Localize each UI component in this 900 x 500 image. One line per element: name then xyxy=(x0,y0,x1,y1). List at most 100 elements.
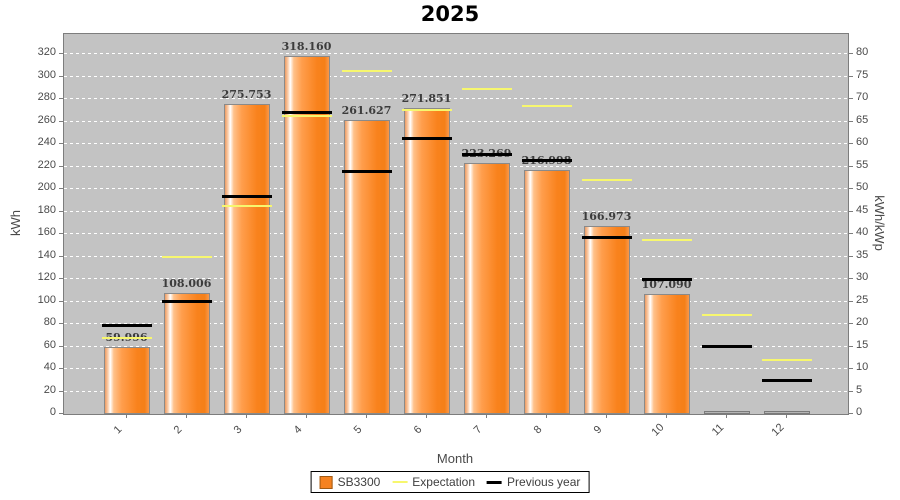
gridline xyxy=(64,233,848,235)
x-axis-tick-mark xyxy=(545,414,547,418)
x-axis-tick-label: 2 xyxy=(171,423,184,437)
left-axis-tick-mark xyxy=(59,165,63,167)
gridline xyxy=(64,53,848,55)
expectation-line xyxy=(641,238,692,241)
bar-month-10 xyxy=(643,294,690,414)
left-axis-tick-mark xyxy=(59,120,63,122)
gridline xyxy=(64,345,848,347)
bar-value-label: 108.006 xyxy=(161,276,212,290)
left-axis-tick-label: 60 xyxy=(43,338,56,351)
left-axis-tick-label: 180 xyxy=(37,203,56,216)
legend-label: Expectation xyxy=(412,475,476,489)
right-axis-tick-label: 65 xyxy=(856,113,869,126)
x-axis-tick-mark xyxy=(185,414,187,418)
right-axis-tick-label: 10 xyxy=(856,361,869,374)
x-axis-tick-mark xyxy=(485,414,487,418)
gridline xyxy=(64,255,848,257)
left-axis-tick-mark xyxy=(59,255,63,257)
left-axis-tick-mark xyxy=(59,98,63,100)
right-axis-tick-mark xyxy=(849,143,853,145)
left-axis-tick-mark xyxy=(59,300,63,302)
x-axis-tick-label: 7 xyxy=(471,423,484,437)
left-axis-tick-mark xyxy=(59,345,63,347)
bar-month-6 xyxy=(403,108,450,414)
gridline xyxy=(64,278,848,280)
bar-month-4 xyxy=(283,56,330,414)
right-axis-tick-mark xyxy=(849,98,853,100)
plot-area: 59.996 108.006 275.753 318.160 261.627 271.85… xyxy=(63,33,849,415)
left-axis-tick-mark xyxy=(59,233,63,235)
left-axis-tick-label: 320 xyxy=(37,46,56,59)
left-axis-tick-mark xyxy=(59,278,63,280)
gridline xyxy=(64,368,848,370)
right-axis-tick-mark xyxy=(849,278,853,280)
legend-label: Previous year xyxy=(507,475,581,489)
left-axis-tick-label: 300 xyxy=(37,68,56,81)
x-axis-tick-mark xyxy=(305,414,307,418)
expectation-line xyxy=(161,255,212,258)
expectation-line xyxy=(581,179,632,182)
x-axis-tick-mark xyxy=(785,414,787,418)
gridline xyxy=(64,323,848,325)
left-axis-tick-mark xyxy=(59,210,63,212)
expectation-line-swatch-icon xyxy=(392,481,408,483)
x-axis-tick-mark xyxy=(725,414,727,418)
right-axis-tick-label: 50 xyxy=(856,181,869,194)
gridline xyxy=(64,300,848,302)
x-axis-title: Month xyxy=(436,451,474,466)
legend-item-sb3300: SB3300 xyxy=(319,475,381,489)
right-axis-tick-label: 70 xyxy=(856,91,869,104)
x-axis-tick-mark xyxy=(245,414,247,418)
legend-item-previous-year: Previous year xyxy=(487,475,580,489)
x-axis-tick-label: 10 xyxy=(648,421,667,439)
x-axis-tick-mark xyxy=(665,414,667,418)
right-axis-tick-mark xyxy=(849,210,853,212)
left-axis-tick-mark xyxy=(59,53,63,55)
left-axis-tick-mark xyxy=(59,75,63,77)
bar-month-8 xyxy=(523,170,570,414)
left-axis-tick-label: 260 xyxy=(37,113,56,126)
right-axis-tick-mark xyxy=(849,390,853,392)
legend-label: SB3300 xyxy=(337,475,381,489)
right-axis-tick-label: 15 xyxy=(856,338,869,351)
right-axis-tick-label: 60 xyxy=(856,136,869,149)
previous-year-line xyxy=(701,344,752,348)
left-axis-tick-mark xyxy=(59,390,63,392)
gridline xyxy=(64,98,848,100)
previous-year-line xyxy=(521,159,572,163)
right-axis-tick-label: 45 xyxy=(856,203,869,216)
right-axis-tick-mark xyxy=(849,53,853,55)
legend: SB3300 Expectation Previous year xyxy=(310,471,590,493)
bar-value-label: 318.160 xyxy=(281,40,332,54)
previous-year-line xyxy=(581,235,632,239)
right-axis-tick-label: 75 xyxy=(856,68,869,81)
bar-month-12 xyxy=(763,411,810,414)
left-axis-tick-label: 200 xyxy=(37,181,56,194)
x-axis-tick-label: 3 xyxy=(231,423,244,437)
previous-year-line xyxy=(461,153,512,157)
right-axis-tick-label: 40 xyxy=(856,226,869,239)
left-axis-tick-mark xyxy=(59,323,63,325)
x-axis-tick-mark xyxy=(365,414,367,418)
bar-value-label: 166.973 xyxy=(581,210,632,224)
previous-year-line xyxy=(401,136,452,140)
right-axis-tick-mark xyxy=(849,345,853,347)
right-axis-tick-label: 80 xyxy=(856,46,869,59)
right-axis-tick-label: 55 xyxy=(856,158,869,171)
previous-year-line xyxy=(161,299,212,303)
right-axis-tick-mark xyxy=(849,75,853,77)
right-axis-tick-mark xyxy=(849,120,853,122)
x-axis-tick-label: 8 xyxy=(531,423,544,437)
left-axis-tick-label: 280 xyxy=(37,91,56,104)
x-axis-tick-mark xyxy=(125,414,127,418)
previous-year-line xyxy=(281,110,332,114)
bar-value-label: 261.627 xyxy=(341,103,392,117)
gridline xyxy=(64,75,848,77)
gridline xyxy=(64,390,848,392)
previous-year-line-swatch-icon xyxy=(487,480,503,484)
x-axis-tick-label: 9 xyxy=(591,423,604,437)
left-axis-tick-label: 120 xyxy=(37,271,56,284)
gridline xyxy=(64,210,848,212)
right-axis-tick-mark xyxy=(849,165,853,167)
left-axis-tick-label: 100 xyxy=(37,293,56,306)
